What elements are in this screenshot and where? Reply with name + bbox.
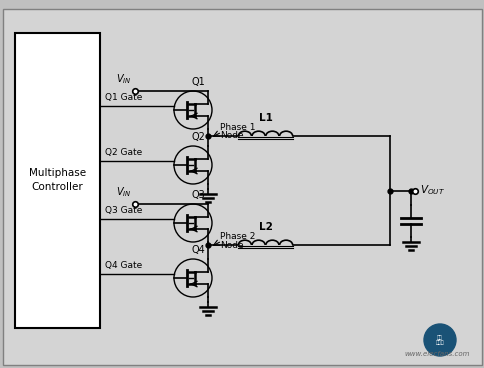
Text: Node: Node [220, 241, 243, 250]
Text: Q3: Q3 [191, 190, 204, 200]
Text: Controller: Controller [31, 183, 83, 192]
Text: Q2: Q2 [191, 132, 205, 142]
Text: Q4 Gate: Q4 Gate [105, 261, 142, 270]
Text: Phase 1: Phase 1 [220, 124, 255, 132]
FancyBboxPatch shape [15, 33, 100, 328]
Text: Q4: Q4 [191, 245, 204, 255]
Text: 电子
发烧友: 电子 发烧友 [435, 335, 443, 346]
Text: $V_{IN}$: $V_{IN}$ [116, 185, 132, 199]
Text: Phase 2: Phase 2 [220, 233, 255, 241]
Circle shape [423, 324, 455, 356]
Text: L1: L1 [258, 113, 272, 123]
Text: L2: L2 [258, 222, 272, 233]
Text: Q1 Gate: Q1 Gate [105, 93, 142, 102]
Text: $V_{OUT}$: $V_{OUT}$ [419, 184, 444, 197]
FancyBboxPatch shape [3, 9, 481, 365]
Text: Q2 Gate: Q2 Gate [105, 148, 142, 157]
Text: Q3 Gate: Q3 Gate [105, 206, 142, 215]
Text: Multiphase: Multiphase [29, 169, 86, 178]
Text: $V_{IN}$: $V_{IN}$ [116, 72, 132, 86]
Text: Node: Node [220, 131, 243, 141]
Text: Q1: Q1 [191, 77, 204, 87]
Text: www.elecfans.com: www.elecfans.com [404, 351, 469, 357]
